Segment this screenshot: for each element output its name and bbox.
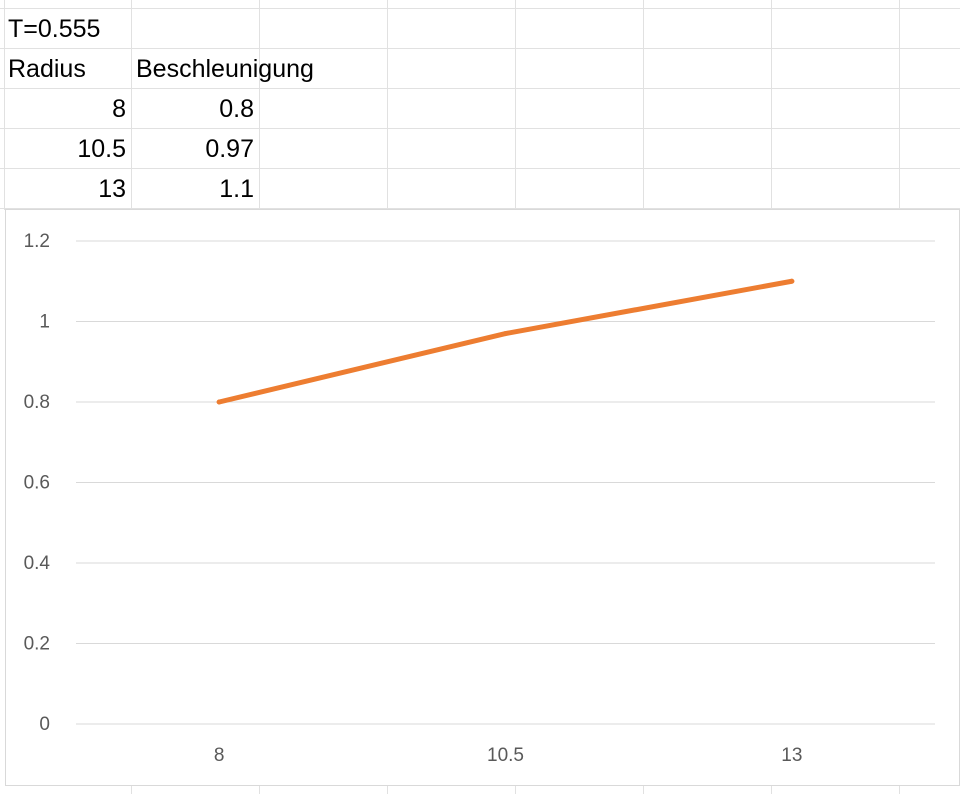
y-tick-label: 0.2	[24, 634, 50, 655]
data-point[interactable]	[503, 331, 508, 337]
cell-b5-accel[interactable]: 1.1	[219, 175, 254, 203]
y-tick-label: 0.6	[24, 473, 50, 494]
series-line[interactable]	[216, 278, 795, 405]
y-tick-label: 1.2	[24, 231, 50, 252]
cell-a2-radius-header[interactable]: Radius	[8, 55, 86, 83]
cell-a1-title[interactable]: T=0.555	[8, 15, 101, 43]
data-point[interactable]	[789, 278, 795, 284]
chart-plot-area: 0 0.2 0.4 0.6 0.8 1 1.2 8 10.5 13	[24, 231, 935, 766]
x-tick-label: 10.5	[487, 745, 524, 766]
cell-a5-radius[interactable]: 13	[98, 175, 126, 203]
cell-a3-radius[interactable]: 8	[112, 95, 126, 123]
cell-a4-radius[interactable]: 10.5	[77, 135, 126, 163]
cell-b3-accel[interactable]: 0.8	[219, 95, 254, 123]
cell-b4-accel[interactable]: 0.97	[205, 135, 254, 163]
data-point[interactable]	[216, 399, 222, 405]
y-tick-label: 1	[39, 312, 50, 333]
cell-b2-accel-header[interactable]: Beschleunigung	[136, 55, 314, 83]
x-tick-label: 8	[214, 745, 225, 766]
y-tick-label: 0.4	[24, 553, 51, 574]
x-tick-label: 13	[781, 745, 802, 766]
line-chart[interactable]: 0 0.2 0.4 0.6 0.8 1 1.2 8 10.5 13	[5, 209, 960, 786]
y-tick-label: 0.8	[24, 392, 50, 413]
y-tick-label: 0	[39, 714, 50, 735]
